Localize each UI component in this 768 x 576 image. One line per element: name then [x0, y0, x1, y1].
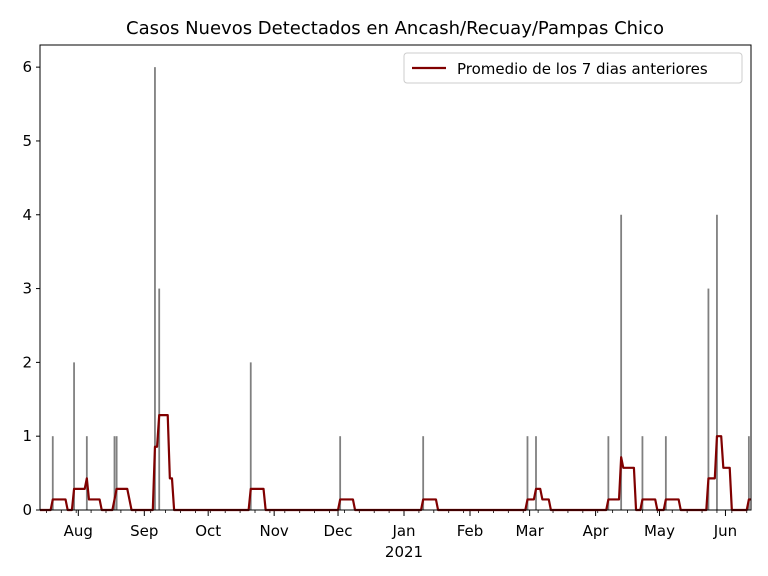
legend-box [403, 52, 743, 84]
case-bar [51, 436, 54, 510]
x-tick-label: Nov [260, 522, 289, 540]
case-bar [707, 288, 710, 510]
x-tick-label: Apr [583, 522, 610, 540]
y-tick-label: 6 [22, 58, 32, 76]
legend-label: Promedio de los 7 dias anteriores [457, 60, 708, 78]
chart-title: Casos Nuevos Detectados en Ancash/Recuay… [126, 18, 664, 39]
x-tick-label: Feb [457, 522, 484, 540]
case-bar [526, 436, 529, 510]
case-bar [158, 288, 161, 510]
x-tick-label: Aug [64, 522, 93, 540]
axes-frame [39, 44, 752, 511]
y-tick-label: 1 [22, 427, 32, 445]
case-bar [747, 436, 750, 510]
case-bar [154, 67, 156, 511]
x-tick-label: Jan [391, 522, 415, 540]
x-tick-label: Jun [713, 522, 737, 540]
case-bar [535, 436, 537, 510]
y-tick-label: 5 [22, 132, 32, 150]
x-tick-label: Oct [195, 522, 221, 540]
x-year-label: 2021 [385, 543, 423, 561]
y-tick-label: 0 [22, 501, 32, 519]
legend: Promedio de los 7 dias anteriores [403, 52, 743, 84]
case-bar [607, 436, 610, 510]
y-tick-label: 3 [22, 280, 32, 298]
case-bar [249, 362, 252, 510]
case-bar [339, 436, 342, 510]
x-tick-label: Dec [324, 522, 353, 540]
case-bar [664, 436, 667, 510]
case-bar [716, 214, 718, 510]
case-bar [113, 436, 116, 510]
case-bar [115, 436, 118, 510]
y-tick-label: 2 [22, 353, 32, 371]
x-tick-label: Sep [130, 522, 158, 540]
y-tick-label: 4 [22, 206, 32, 224]
x-tick-label: May [644, 522, 675, 540]
avg-line [40, 414, 751, 512]
case-bar [422, 436, 425, 510]
case-bar [85, 436, 88, 510]
case-bar [73, 362, 75, 510]
x-tick-label: Mar [515, 522, 544, 540]
case-bar [641, 436, 644, 510]
case-bar [620, 214, 623, 510]
